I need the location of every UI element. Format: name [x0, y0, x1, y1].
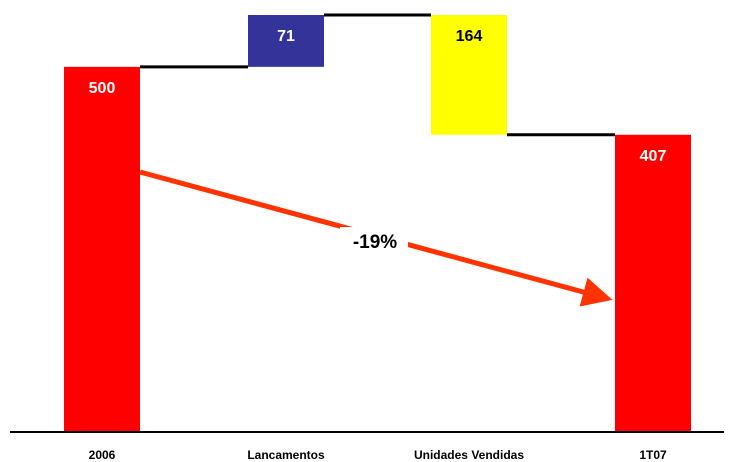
x-tick-label: 1T07: [639, 448, 667, 462]
bar: [64, 66, 140, 432]
value-label: 71: [277, 28, 295, 45]
x-tick-label: Unidades Vendidas: [414, 448, 524, 462]
bar: [248, 15, 324, 67]
x-tick-label: Lancamentos: [247, 448, 325, 462]
annotation: -19%: [353, 232, 397, 253]
x-tick-label: 2006: [89, 448, 116, 462]
bar: [615, 134, 691, 432]
value-label: 407: [640, 148, 667, 165]
annotation-bg: [340, 227, 408, 257]
value-label: 500: [89, 80, 116, 97]
bar: [431, 15, 507, 135]
value-label: 164: [456, 28, 483, 45]
